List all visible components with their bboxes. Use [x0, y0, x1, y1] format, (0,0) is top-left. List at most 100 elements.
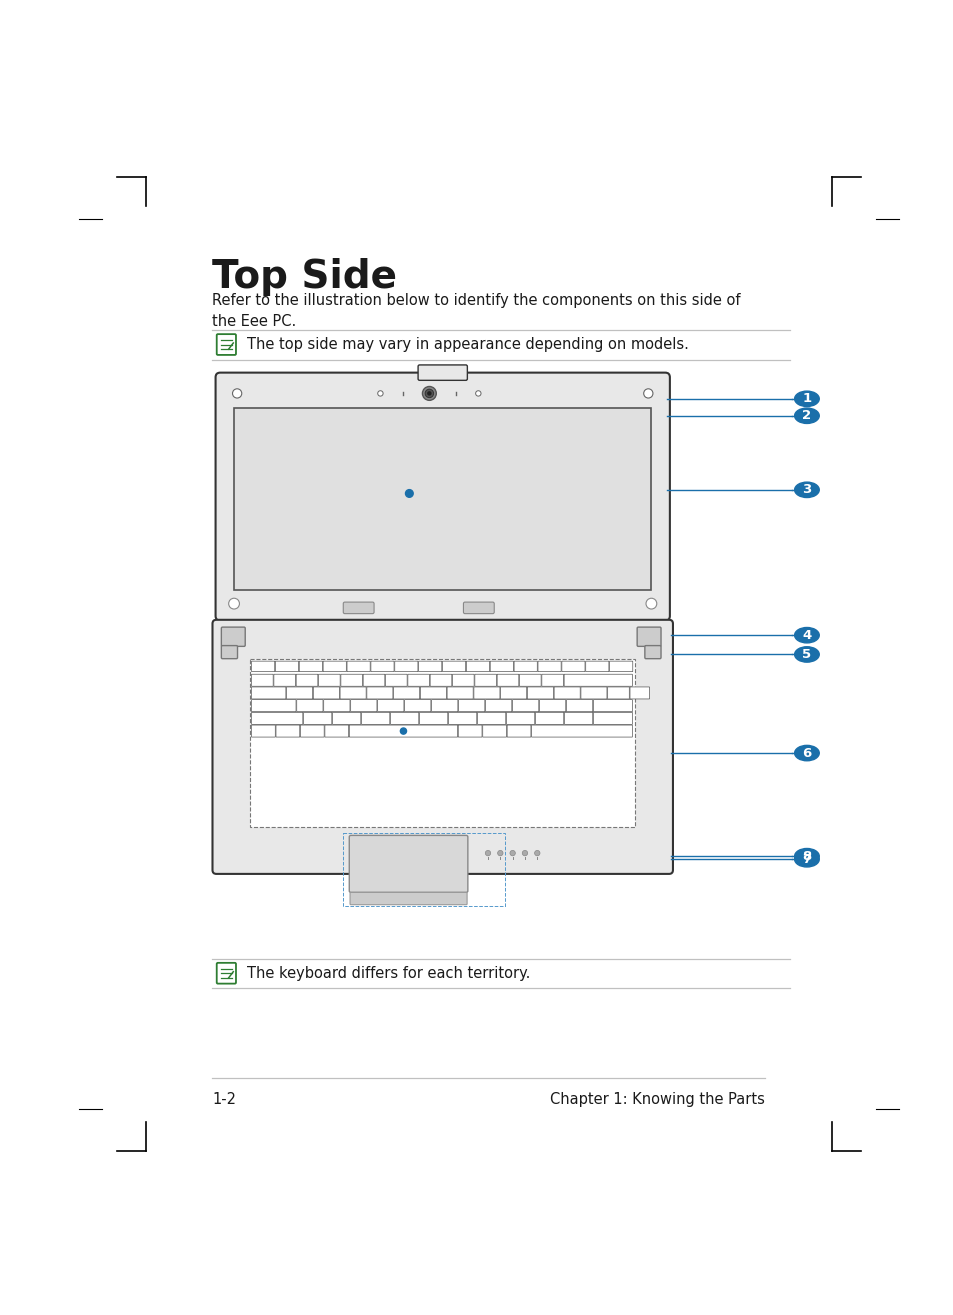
FancyBboxPatch shape — [541, 675, 563, 686]
FancyBboxPatch shape — [535, 713, 563, 725]
FancyBboxPatch shape — [420, 686, 446, 700]
FancyBboxPatch shape — [593, 700, 632, 711]
FancyBboxPatch shape — [215, 372, 669, 621]
FancyBboxPatch shape — [452, 675, 474, 686]
FancyBboxPatch shape — [350, 893, 467, 905]
Circle shape — [377, 391, 383, 396]
FancyBboxPatch shape — [448, 713, 476, 725]
Circle shape — [427, 392, 431, 394]
Circle shape — [510, 851, 515, 856]
FancyBboxPatch shape — [418, 661, 441, 672]
FancyBboxPatch shape — [538, 700, 565, 711]
Text: The keyboard differs for each territory.: The keyboard differs for each territory. — [247, 965, 530, 981]
FancyBboxPatch shape — [564, 713, 592, 725]
FancyBboxPatch shape — [408, 675, 429, 686]
Circle shape — [521, 851, 527, 856]
FancyBboxPatch shape — [485, 700, 511, 711]
FancyBboxPatch shape — [351, 700, 376, 711]
Text: 6: 6 — [801, 747, 811, 760]
FancyBboxPatch shape — [458, 700, 484, 711]
FancyBboxPatch shape — [252, 725, 275, 738]
Ellipse shape — [794, 746, 819, 761]
FancyBboxPatch shape — [463, 602, 494, 614]
FancyBboxPatch shape — [404, 700, 431, 711]
FancyBboxPatch shape — [361, 713, 390, 725]
FancyBboxPatch shape — [417, 366, 467, 380]
FancyBboxPatch shape — [474, 686, 499, 700]
FancyBboxPatch shape — [395, 661, 417, 672]
FancyBboxPatch shape — [644, 646, 660, 659]
FancyBboxPatch shape — [221, 646, 237, 659]
Circle shape — [534, 851, 539, 856]
FancyBboxPatch shape — [213, 619, 672, 874]
Circle shape — [229, 598, 239, 609]
Text: 2: 2 — [801, 409, 811, 422]
FancyBboxPatch shape — [299, 661, 322, 672]
Text: 8: 8 — [801, 849, 811, 863]
FancyBboxPatch shape — [371, 661, 394, 672]
Text: The top side may vary in appearance depending on models.: The top side may vary in appearance depe… — [247, 337, 688, 352]
Circle shape — [476, 391, 480, 396]
FancyBboxPatch shape — [561, 661, 584, 672]
FancyBboxPatch shape — [333, 713, 360, 725]
FancyBboxPatch shape — [296, 700, 323, 711]
FancyBboxPatch shape — [323, 661, 346, 672]
Ellipse shape — [794, 483, 819, 497]
FancyBboxPatch shape — [363, 675, 384, 686]
Text: 4: 4 — [801, 629, 811, 642]
FancyBboxPatch shape — [527, 686, 553, 700]
Bar — [233, 408, 651, 589]
FancyBboxPatch shape — [303, 713, 332, 725]
FancyBboxPatch shape — [340, 675, 362, 686]
FancyBboxPatch shape — [482, 725, 506, 738]
Text: Chapter 1: Knowing the Parts: Chapter 1: Knowing the Parts — [550, 1091, 764, 1107]
FancyBboxPatch shape — [367, 686, 393, 700]
Text: Refer to the illustration below to identify the components on this side of
the E: Refer to the illustration below to ident… — [213, 292, 740, 329]
FancyBboxPatch shape — [497, 675, 518, 686]
Text: 1: 1 — [801, 392, 811, 405]
FancyBboxPatch shape — [349, 725, 457, 738]
FancyBboxPatch shape — [385, 675, 407, 686]
FancyBboxPatch shape — [343, 602, 374, 614]
FancyBboxPatch shape — [609, 661, 632, 672]
FancyBboxPatch shape — [390, 713, 418, 725]
FancyBboxPatch shape — [347, 661, 370, 672]
FancyBboxPatch shape — [637, 627, 660, 647]
FancyBboxPatch shape — [457, 725, 481, 738]
FancyBboxPatch shape — [531, 725, 632, 738]
FancyBboxPatch shape — [537, 661, 560, 672]
FancyBboxPatch shape — [419, 713, 447, 725]
FancyBboxPatch shape — [275, 661, 298, 672]
Circle shape — [422, 387, 436, 400]
FancyBboxPatch shape — [512, 700, 538, 711]
FancyBboxPatch shape — [466, 661, 489, 672]
Text: 5: 5 — [801, 648, 811, 661]
FancyBboxPatch shape — [475, 675, 496, 686]
Text: Top Side: Top Side — [213, 258, 397, 296]
FancyBboxPatch shape — [275, 725, 299, 738]
FancyBboxPatch shape — [585, 661, 608, 672]
FancyBboxPatch shape — [506, 713, 535, 725]
FancyBboxPatch shape — [447, 686, 473, 700]
Circle shape — [400, 729, 406, 734]
FancyBboxPatch shape — [221, 627, 245, 647]
FancyBboxPatch shape — [318, 675, 340, 686]
Circle shape — [645, 598, 656, 609]
Circle shape — [497, 851, 502, 856]
FancyBboxPatch shape — [216, 334, 235, 355]
Ellipse shape — [794, 408, 819, 423]
Text: 1-2: 1-2 — [213, 1091, 236, 1107]
Circle shape — [405, 489, 413, 497]
FancyBboxPatch shape — [500, 686, 526, 700]
FancyBboxPatch shape — [394, 686, 419, 700]
FancyBboxPatch shape — [507, 725, 531, 738]
Circle shape — [485, 851, 490, 856]
FancyBboxPatch shape — [252, 661, 274, 672]
FancyBboxPatch shape — [430, 675, 452, 686]
Ellipse shape — [794, 627, 819, 643]
FancyBboxPatch shape — [295, 675, 317, 686]
FancyBboxPatch shape — [476, 713, 505, 725]
FancyBboxPatch shape — [323, 700, 350, 711]
FancyBboxPatch shape — [514, 661, 537, 672]
Bar — [250, 659, 635, 827]
